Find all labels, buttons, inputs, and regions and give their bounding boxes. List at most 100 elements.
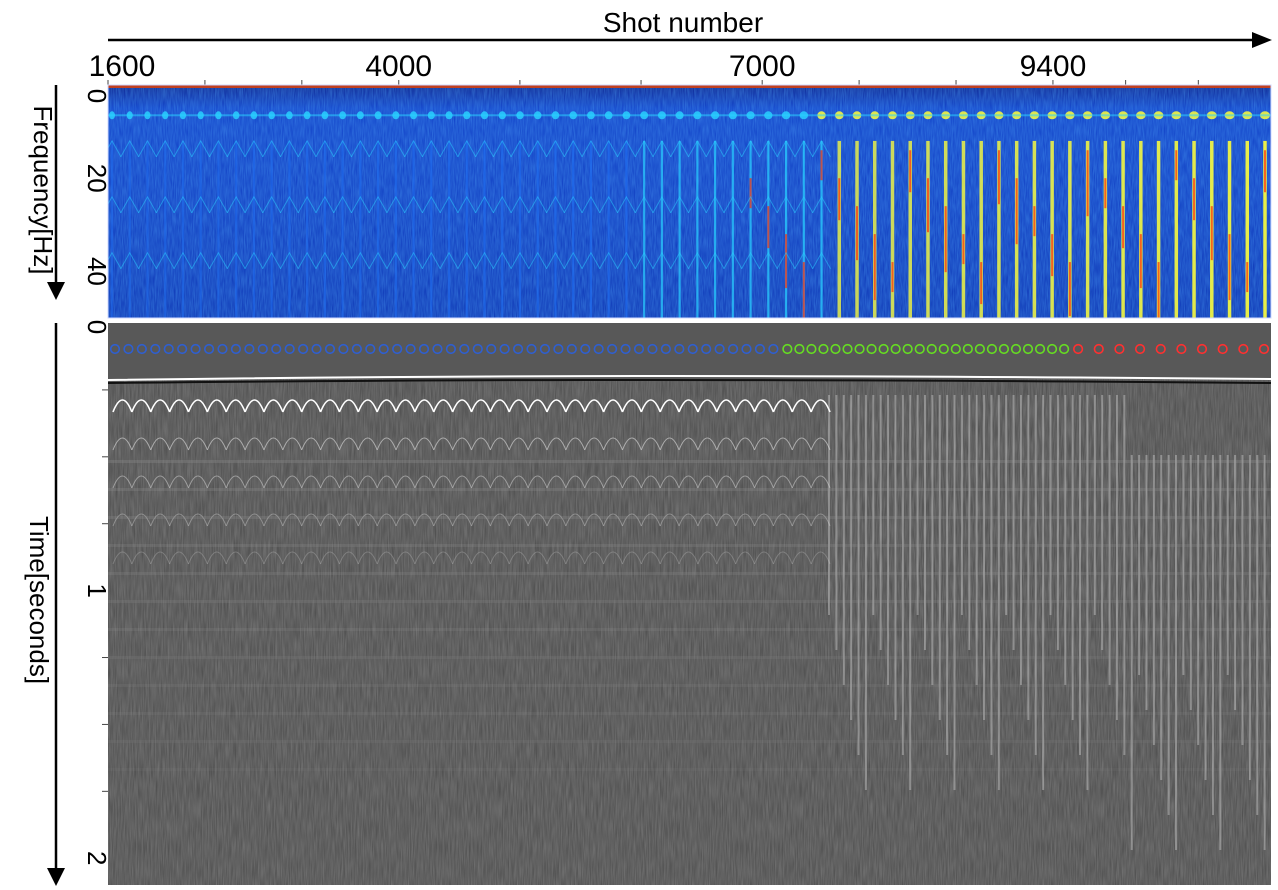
shot-marker <box>714 343 725 355</box>
x-axis-arrowhead <box>1252 32 1272 48</box>
spectrum-notch <box>173 251 193 270</box>
shot-marker <box>284 343 295 355</box>
shot-marker <box>1238 343 1249 355</box>
seismic-arc <box>319 399 341 413</box>
spectrum-notch <box>492 139 512 158</box>
spectrum-streak <box>1139 140 1143 318</box>
spectrum-notch <box>368 195 388 214</box>
seismic-arc <box>621 475 642 489</box>
spectrum-notch <box>599 139 619 158</box>
spectrum-hot-streak <box>1264 150 1266 193</box>
spectrum-streak <box>164 140 167 318</box>
spectrum-notch <box>120 251 140 270</box>
spectrum-notch <box>687 251 707 270</box>
seismic-arc <box>471 437 491 451</box>
spectrum-notch <box>634 251 654 270</box>
seismic-arc <box>791 399 812 413</box>
seismic-striation <box>872 395 875 615</box>
seismic-striation <box>1256 455 1259 815</box>
seismic-arc <box>112 437 133 451</box>
seismic-arc <box>433 551 454 565</box>
seismic-arc <box>357 513 378 527</box>
seismic-layer <box>108 516 1271 519</box>
spectrum-streak <box>341 140 344 318</box>
seismic-arc <box>678 399 699 413</box>
seismic-arc <box>244 551 265 565</box>
seismic-striation <box>1130 455 1133 850</box>
seismic-arc <box>754 475 774 489</box>
seismic-striation <box>1248 455 1251 780</box>
seismic-arc <box>754 513 774 527</box>
seismic-arc <box>451 399 473 413</box>
shot-marker <box>338 343 349 355</box>
seismic-striation <box>1219 455 1222 850</box>
seismic-arc <box>301 475 322 489</box>
seismic-arc <box>603 513 623 527</box>
spectrum-notch <box>208 195 228 214</box>
seismic-striation <box>1241 455 1244 745</box>
seismic-striation <box>1064 395 1067 685</box>
shot-marker <box>392 343 403 355</box>
seismic-striation <box>1086 395 1089 790</box>
x-tick-label: 7000 <box>729 50 796 83</box>
seismic-arc <box>357 399 378 413</box>
seismic-arc <box>735 551 755 565</box>
x-tick-marks <box>107 80 1199 85</box>
seismic-arc <box>603 437 623 451</box>
shot-marker <box>553 343 564 355</box>
seismic-arc <box>621 399 643 413</box>
seismic-arc <box>187 399 209 413</box>
shot-marker <box>472 343 483 355</box>
spectrum-notch <box>546 139 565 158</box>
seismic-striation <box>997 395 1000 790</box>
seismic-arc <box>471 513 491 527</box>
seismic-layer <box>108 768 1271 771</box>
spectrum-notch <box>191 195 211 214</box>
spectrum-streak <box>678 140 681 318</box>
spectrum-streak <box>412 140 415 318</box>
spectrum-streak <box>1068 140 1072 318</box>
spectrum-streak <box>235 140 238 318</box>
spectrum-streak <box>554 140 557 318</box>
spectrum-notch <box>297 195 317 214</box>
spectrum-notch <box>581 139 601 158</box>
seismic-arc <box>734 399 756 413</box>
seafloor-reflection <box>108 375 1271 381</box>
spectrum-streak <box>643 140 646 318</box>
x-axis-label: Shot number <box>603 7 763 38</box>
seismic-arc <box>338 399 360 413</box>
shot-marker <box>794 343 805 355</box>
spectrum-notch <box>634 195 654 214</box>
seismic-arc <box>527 475 548 489</box>
shot-marker <box>244 343 255 355</box>
shot-marker <box>324 343 336 355</box>
spectrum-notch <box>492 195 512 214</box>
shot-marker <box>512 343 524 355</box>
spectrum-notch <box>404 251 423 270</box>
spectrum-hot-streak <box>749 178 752 209</box>
spectrum-notch <box>723 139 743 158</box>
spectrum-notch <box>333 139 353 158</box>
seismic-arc <box>357 551 378 565</box>
seismic-arc <box>716 475 737 489</box>
spectrum-notch <box>244 251 264 270</box>
time-axis-label: Time[seconds] <box>24 516 54 684</box>
seismic-arc <box>282 399 303 413</box>
spectrum-streak <box>430 140 433 318</box>
seismic-striation <box>1175 455 1178 850</box>
spectrum-notch <box>457 195 477 214</box>
spectrum-streak <box>359 140 362 318</box>
seismic-arc <box>263 399 284 413</box>
shot-marker <box>298 343 309 355</box>
shot-marker <box>1010 343 1022 355</box>
spectrum-notch <box>386 195 406 214</box>
seismic-arc <box>546 475 567 489</box>
shot-marker <box>1093 343 1104 355</box>
shot-marker <box>647 343 658 355</box>
seismic-arc <box>583 399 605 413</box>
spectrum-streak <box>536 140 539 318</box>
spectrum-notch <box>368 251 388 270</box>
seismic-arc <box>131 399 152 413</box>
spectrum-notch <box>794 139 814 158</box>
frequency-axis-label: Frequency[Hz] <box>28 105 58 274</box>
